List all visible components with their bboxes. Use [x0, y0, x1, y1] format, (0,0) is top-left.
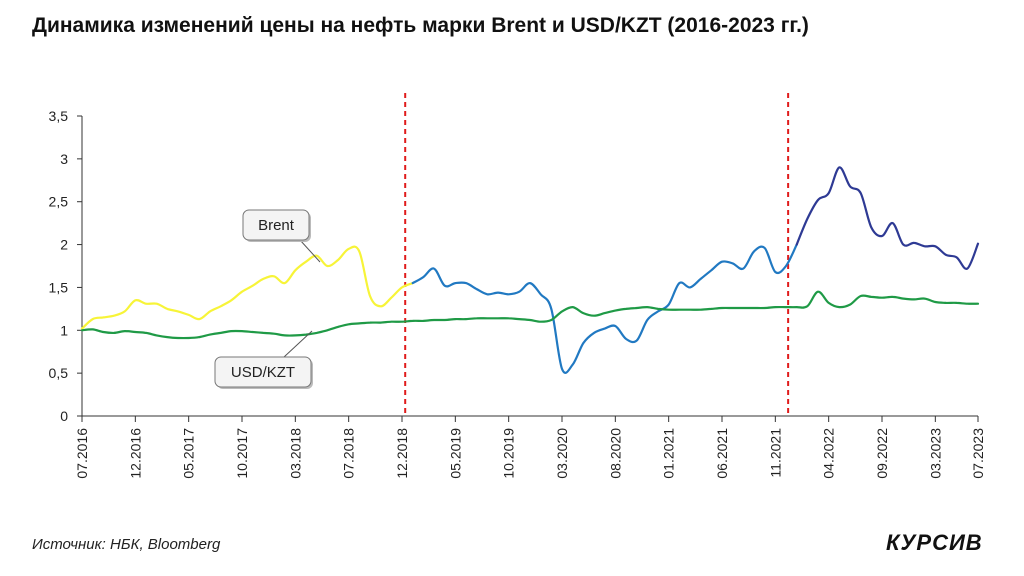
callout-label-usdkzt: USD/KZT	[231, 364, 295, 381]
x-tick-label: 04.2022	[821, 428, 837, 479]
x-tick-label: 07.2018	[341, 428, 357, 479]
series-usdkzt-line	[80, 290, 980, 340]
x-tick-label: 09.2022	[874, 428, 890, 479]
callout-box-usdkzt	[214, 356, 312, 388]
x-tick-label: 03.2020	[554, 428, 570, 479]
source-note: Источник: НБК, Bloomberg	[32, 536, 221, 553]
y-tick-label: 3	[60, 151, 68, 167]
series-brent-segment-2	[411, 243, 798, 374]
y-tick-label: 0	[60, 408, 68, 424]
x-tick-label: 12.2018	[394, 428, 410, 479]
x-tick-label: 03.2023	[927, 428, 943, 479]
period-dividers	[404, 93, 790, 416]
x-tick-label: 01.2021	[661, 428, 677, 479]
x-tick-label: 11.2021	[767, 428, 783, 478]
callout-leader-brent	[299, 239, 321, 263]
callout-leader-usdkzt	[283, 330, 313, 358]
y-tick-label: 0,5	[49, 365, 69, 381]
callout-box-brent	[242, 209, 310, 241]
x-tick-label: 10.2017	[234, 428, 250, 479]
y-tick-label: 1,5	[49, 279, 69, 295]
callout-label-brent: Brent	[258, 217, 295, 234]
x-tick-label: 05.2019	[447, 428, 463, 479]
x-tick-label: 12.2016	[127, 428, 143, 479]
y-tick-label: 1	[60, 322, 68, 338]
y-tick-label: 3,5	[49, 108, 69, 124]
series-brent-segment-3	[795, 166, 980, 270]
series-brent-segment-1	[80, 245, 414, 330]
y-axis-ticks: 0 0,5 1 1,5 2 2,5 3 3,5	[49, 108, 83, 424]
x-tick-label: 07.2023	[970, 428, 986, 479]
x-tick-label: 05.2017	[181, 428, 197, 479]
x-axis: 07.2016 12.2016 05.2017 10.2017 03.2018 07.20…	[74, 415, 986, 479]
x-tick-label: 07.2016	[74, 428, 90, 479]
x-tick-label: 03.2018	[287, 428, 303, 479]
x-tick-label: 08.2020	[607, 428, 623, 479]
chart-title: Динамика изменений цены на нефть марки B…	[32, 14, 809, 37]
brand-logo: КУРСИВ	[886, 530, 983, 555]
series-lines	[80, 166, 980, 374]
y-tick-label: 2	[60, 237, 68, 253]
x-tick-label: 10.2019	[501, 428, 517, 479]
y-tick-label: 2,5	[49, 194, 69, 210]
x-tick-label: 06.2021	[714, 428, 730, 479]
callouts: Brent USD/KZT	[214, 209, 321, 389]
